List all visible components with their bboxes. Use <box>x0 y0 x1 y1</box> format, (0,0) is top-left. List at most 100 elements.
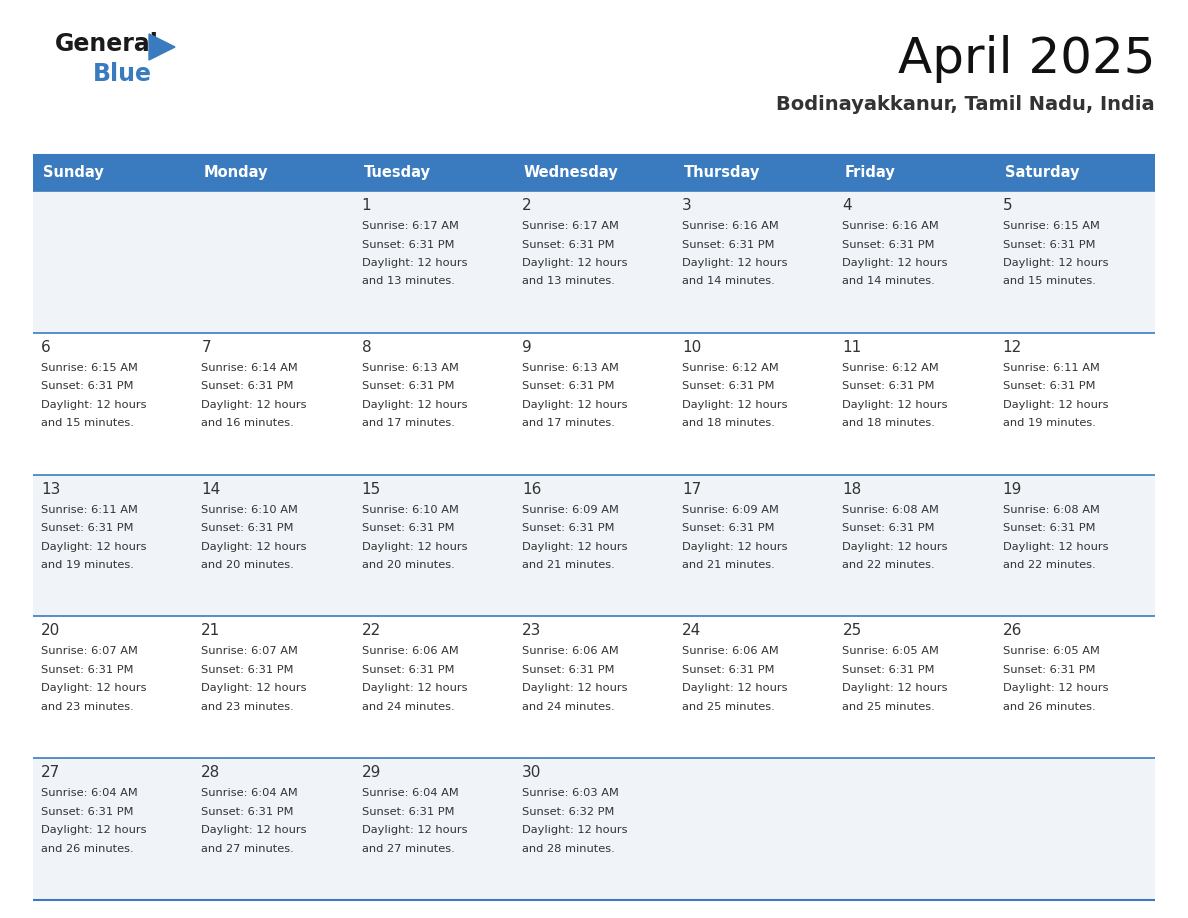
Text: 16: 16 <box>522 482 542 497</box>
Text: Sunset: 6:31 PM: Sunset: 6:31 PM <box>361 381 454 391</box>
Text: Sunset: 6:31 PM: Sunset: 6:31 PM <box>522 523 614 533</box>
Text: Sunrise: 6:09 AM: Sunrise: 6:09 AM <box>522 505 619 515</box>
Text: and 22 minutes.: and 22 minutes. <box>1003 560 1095 570</box>
Text: Sunset: 6:31 PM: Sunset: 6:31 PM <box>842 381 935 391</box>
Text: 14: 14 <box>201 482 221 497</box>
Text: Friday: Friday <box>845 165 896 181</box>
Bar <box>834 155 994 191</box>
Text: Sunrise: 6:16 AM: Sunrise: 6:16 AM <box>682 221 779 231</box>
Text: 18: 18 <box>842 482 861 497</box>
Text: and 21 minutes.: and 21 minutes. <box>522 560 614 570</box>
Text: 11: 11 <box>842 340 861 354</box>
Text: Daylight: 12 hours: Daylight: 12 hours <box>42 683 146 693</box>
Text: Daylight: 12 hours: Daylight: 12 hours <box>682 400 788 409</box>
Text: and 27 minutes.: and 27 minutes. <box>201 844 295 854</box>
Text: Daylight: 12 hours: Daylight: 12 hours <box>42 825 146 835</box>
Text: Sunset: 6:31 PM: Sunset: 6:31 PM <box>361 807 454 817</box>
Text: Daylight: 12 hours: Daylight: 12 hours <box>361 400 467 409</box>
Bar <box>33 758 1155 900</box>
Text: Sunset: 6:31 PM: Sunset: 6:31 PM <box>42 381 133 391</box>
Text: Daylight: 12 hours: Daylight: 12 hours <box>842 683 948 693</box>
Text: and 15 minutes.: and 15 minutes. <box>42 419 134 429</box>
Text: Sunset: 6:31 PM: Sunset: 6:31 PM <box>522 381 614 391</box>
Text: Sunset: 6:31 PM: Sunset: 6:31 PM <box>1003 523 1095 533</box>
Text: Wednesday: Wednesday <box>524 165 619 181</box>
Text: Sunset: 6:31 PM: Sunset: 6:31 PM <box>842 240 935 250</box>
Text: 6: 6 <box>42 340 51 354</box>
Text: Sunrise: 6:06 AM: Sunrise: 6:06 AM <box>682 646 779 656</box>
Text: Daylight: 12 hours: Daylight: 12 hours <box>1003 683 1108 693</box>
Text: Sunset: 6:31 PM: Sunset: 6:31 PM <box>682 381 775 391</box>
Text: 26: 26 <box>1003 623 1022 638</box>
Bar <box>33 616 1155 758</box>
Bar <box>33 155 194 191</box>
Text: Sunset: 6:31 PM: Sunset: 6:31 PM <box>42 665 133 675</box>
Text: Sunrise: 6:10 AM: Sunrise: 6:10 AM <box>201 505 298 515</box>
Text: 30: 30 <box>522 766 542 780</box>
Text: Sunrise: 6:11 AM: Sunrise: 6:11 AM <box>42 505 138 515</box>
Text: April 2025: April 2025 <box>897 35 1155 83</box>
Text: 23: 23 <box>522 623 542 638</box>
Text: Daylight: 12 hours: Daylight: 12 hours <box>201 683 307 693</box>
Text: Sunset: 6:31 PM: Sunset: 6:31 PM <box>42 523 133 533</box>
Text: Daylight: 12 hours: Daylight: 12 hours <box>201 542 307 552</box>
Text: and 27 minutes.: and 27 minutes. <box>361 844 454 854</box>
Text: Sunrise: 6:04 AM: Sunrise: 6:04 AM <box>201 789 298 798</box>
Text: Monday: Monday <box>203 165 267 181</box>
Text: Sunset: 6:31 PM: Sunset: 6:31 PM <box>201 807 293 817</box>
Text: 28: 28 <box>201 766 221 780</box>
Text: 13: 13 <box>42 482 61 497</box>
Text: Daylight: 12 hours: Daylight: 12 hours <box>361 258 467 268</box>
Text: and 21 minutes.: and 21 minutes. <box>682 560 775 570</box>
Bar <box>994 155 1155 191</box>
Text: Sunset: 6:31 PM: Sunset: 6:31 PM <box>201 523 293 533</box>
Text: Sunset: 6:31 PM: Sunset: 6:31 PM <box>1003 240 1095 250</box>
Text: 19: 19 <box>1003 482 1022 497</box>
Text: and 18 minutes.: and 18 minutes. <box>842 419 935 429</box>
Text: Sunrise: 6:06 AM: Sunrise: 6:06 AM <box>361 646 459 656</box>
Bar <box>33 191 1155 333</box>
Bar <box>674 155 834 191</box>
Text: 20: 20 <box>42 623 61 638</box>
Text: Sunset: 6:31 PM: Sunset: 6:31 PM <box>682 240 775 250</box>
Bar <box>354 155 514 191</box>
Text: Sunrise: 6:05 AM: Sunrise: 6:05 AM <box>1003 646 1100 656</box>
Text: and 22 minutes.: and 22 minutes. <box>842 560 935 570</box>
Text: and 17 minutes.: and 17 minutes. <box>522 419 614 429</box>
Text: and 26 minutes.: and 26 minutes. <box>42 844 133 854</box>
Text: General: General <box>55 32 159 56</box>
Text: Sunrise: 6:04 AM: Sunrise: 6:04 AM <box>361 789 459 798</box>
Text: 1: 1 <box>361 198 371 213</box>
Text: Sunset: 6:31 PM: Sunset: 6:31 PM <box>522 240 614 250</box>
Text: Daylight: 12 hours: Daylight: 12 hours <box>201 400 307 409</box>
Text: Sunrise: 6:06 AM: Sunrise: 6:06 AM <box>522 646 619 656</box>
Text: 15: 15 <box>361 482 381 497</box>
Text: Sunrise: 6:13 AM: Sunrise: 6:13 AM <box>361 363 459 373</box>
Text: and 24 minutes.: and 24 minutes. <box>522 702 614 711</box>
Text: Sunset: 6:31 PM: Sunset: 6:31 PM <box>682 665 775 675</box>
Text: Sunrise: 6:13 AM: Sunrise: 6:13 AM <box>522 363 619 373</box>
Polygon shape <box>148 34 175 60</box>
Text: Daylight: 12 hours: Daylight: 12 hours <box>361 542 467 552</box>
Text: 17: 17 <box>682 482 701 497</box>
Text: Bodinayakkanur, Tamil Nadu, India: Bodinayakkanur, Tamil Nadu, India <box>777 95 1155 114</box>
Text: Daylight: 12 hours: Daylight: 12 hours <box>522 258 627 268</box>
Text: 12: 12 <box>1003 340 1022 354</box>
Text: 8: 8 <box>361 340 371 354</box>
Text: Sunrise: 6:08 AM: Sunrise: 6:08 AM <box>842 505 940 515</box>
Text: Daylight: 12 hours: Daylight: 12 hours <box>361 825 467 835</box>
Text: Daylight: 12 hours: Daylight: 12 hours <box>522 542 627 552</box>
Text: Sunrise: 6:07 AM: Sunrise: 6:07 AM <box>201 646 298 656</box>
Text: and 20 minutes.: and 20 minutes. <box>201 560 295 570</box>
Text: 5: 5 <box>1003 198 1012 213</box>
Text: Sunrise: 6:12 AM: Sunrise: 6:12 AM <box>842 363 940 373</box>
Text: Thursday: Thursday <box>684 165 760 181</box>
Text: 29: 29 <box>361 766 381 780</box>
Text: Sunrise: 6:12 AM: Sunrise: 6:12 AM <box>682 363 779 373</box>
Text: 3: 3 <box>682 198 691 213</box>
Text: and 14 minutes.: and 14 minutes. <box>842 276 935 286</box>
Text: 9: 9 <box>522 340 531 354</box>
Text: Sunrise: 6:11 AM: Sunrise: 6:11 AM <box>1003 363 1100 373</box>
Text: Daylight: 12 hours: Daylight: 12 hours <box>842 258 948 268</box>
Text: 2: 2 <box>522 198 531 213</box>
